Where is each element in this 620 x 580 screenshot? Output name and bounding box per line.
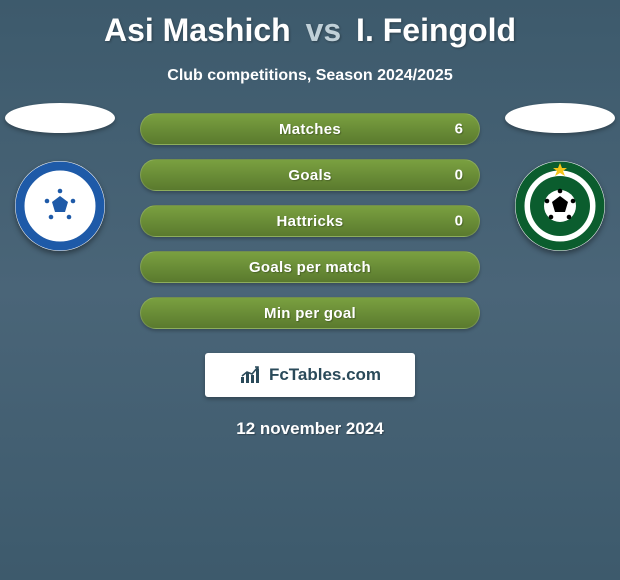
stat-label: Matches — [279, 121, 341, 138]
player2-club-logo — [515, 161, 605, 251]
player2-avatar-placeholder — [505, 103, 615, 133]
stat-pill: Goals 0 — [140, 159, 480, 191]
stats-list: Matches 6 Goals 0 Hattricks 0 Goals per match M… — [140, 113, 480, 329]
stat-row: Min per goal — [140, 297, 480, 329]
player1-name: Asi Mashich — [104, 12, 291, 48]
stat-pill: Matches 6 — [140, 113, 480, 145]
player2-name: I. Feingold — [356, 12, 516, 48]
season-subtitle: Club competitions, Season 2024/2025 — [0, 67, 620, 85]
brand-chart-icon — [239, 365, 263, 385]
stat-label: Goals — [288, 167, 331, 184]
stat-row: Goals per match — [140, 251, 480, 283]
stat-pill: Goals per match — [140, 251, 480, 283]
comparison-date: 12 november 2024 — [0, 419, 620, 439]
stat-row: Hattricks 0 — [140, 205, 480, 237]
stat-value-player2: 0 — [455, 213, 463, 230]
stat-value-player2: 6 — [455, 121, 463, 138]
vs-separator: vs — [306, 12, 342, 48]
stat-row: Goals 0 — [140, 159, 480, 191]
stat-label: Min per goal — [264, 305, 356, 322]
stat-label: Hattricks — [277, 213, 344, 230]
player1-slot — [0, 103, 120, 251]
brand-text: FcTables.com — [269, 365, 381, 385]
comparison-arena: Matches 6 Goals 0 Hattricks 0 Goals per match M… — [0, 113, 620, 329]
brand-badge: FcTables.com — [205, 353, 415, 397]
stat-row: Matches 6 — [140, 113, 480, 145]
player2-slot — [500, 103, 620, 251]
comparison-title: Asi Mashich vs I. Feingold — [0, 0, 620, 49]
stat-pill: Min per goal — [140, 297, 480, 329]
stat-label: Goals per match — [249, 259, 371, 276]
player1-club-logo — [15, 161, 105, 251]
player1-avatar-placeholder — [5, 103, 115, 133]
stat-pill: Hattricks 0 — [140, 205, 480, 237]
stat-value-player2: 0 — [455, 167, 463, 184]
